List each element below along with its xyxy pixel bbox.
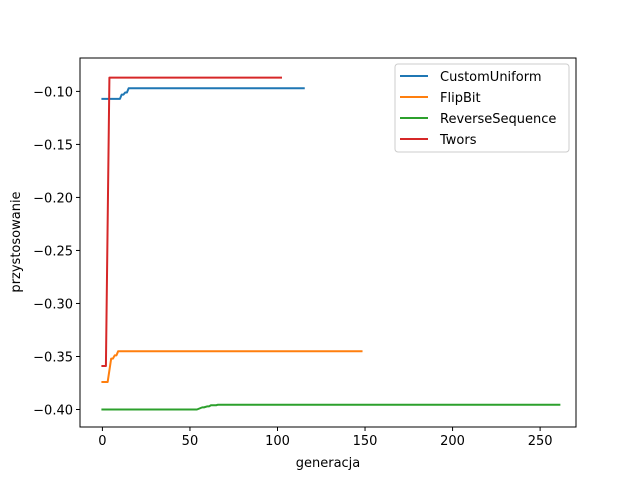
x-tick-label: 200: [440, 434, 465, 449]
x-tick-label: 100: [265, 434, 290, 449]
y-axis-label: przystosowanie: [9, 191, 24, 292]
y-tick-label: −0.20: [33, 191, 73, 206]
series-line-flipbit: [101, 350, 363, 383]
series-layer: [101, 76, 561, 411]
series-line-twors: [101, 76, 282, 368]
legend-box: [394, 63, 570, 153]
x-axis: 0 50 100 150 200 250: [98, 427, 553, 449]
series-line-customuniform: [101, 87, 305, 100]
series-line-reversesequence: [101, 403, 561, 411]
legend: CustomUniform FlipBit ReverseSequence Twors: [394, 63, 570, 153]
y-tick-label: −0.30: [33, 297, 73, 312]
x-tick-label: 50: [182, 434, 199, 449]
y-tick-label: −0.10: [33, 85, 73, 100]
legend-label: FlipBit: [440, 91, 481, 106]
x-axis-label: generacja: [296, 456, 361, 471]
y-axis: −0.40 −0.35 −0.30 −0.25 −0.20 −0.15 −0.10: [33, 85, 80, 419]
x-tick-label: 250: [528, 434, 553, 449]
y-tick-label: −0.40: [33, 404, 73, 419]
legend-label: Twors: [439, 133, 477, 148]
legend-label: ReverseSequence: [440, 112, 556, 127]
plot-frame: [79, 57, 577, 428]
x-tick-label: 0: [98, 434, 106, 449]
y-tick-label: −0.25: [33, 244, 73, 259]
legend-label: CustomUniform: [440, 70, 541, 85]
y-tick-label: −0.15: [33, 138, 73, 153]
y-tick-label: −0.35: [33, 350, 73, 365]
x-tick-label: 150: [353, 434, 378, 449]
